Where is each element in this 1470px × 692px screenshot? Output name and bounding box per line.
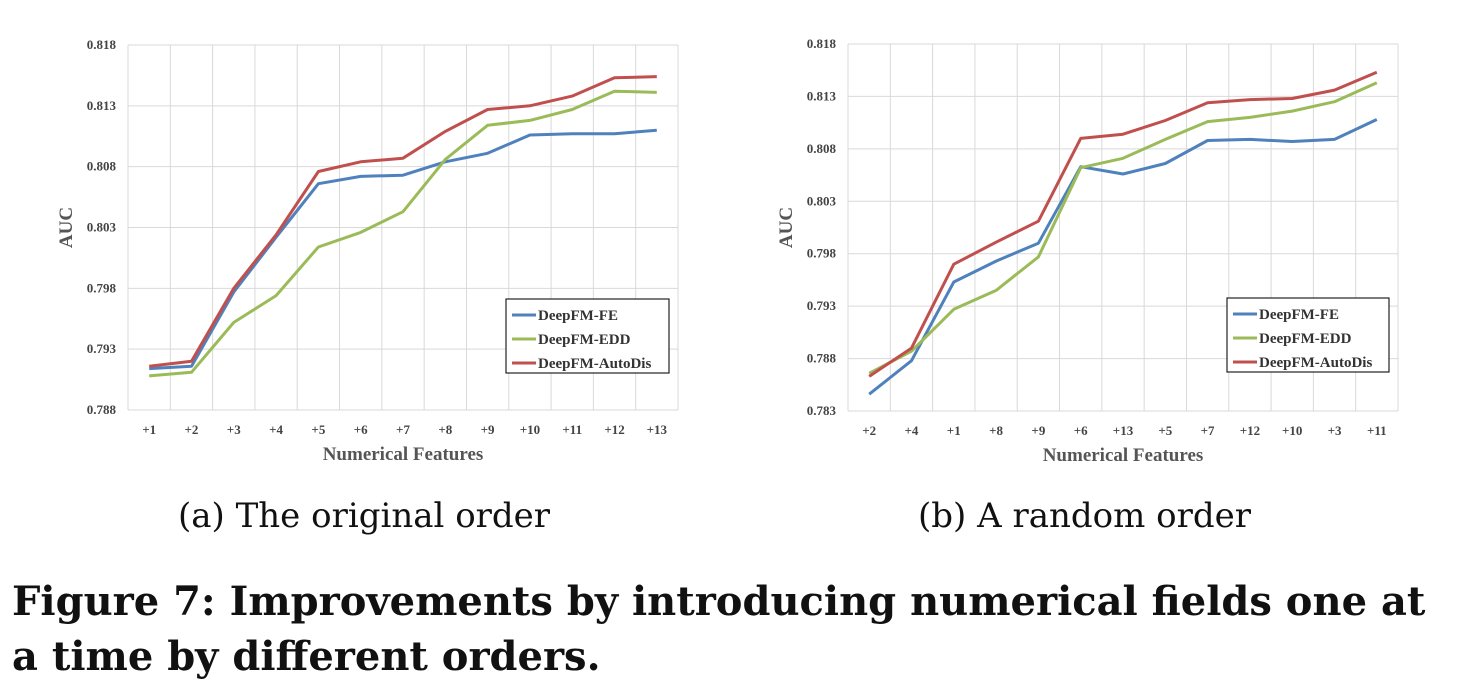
x-tick-label: +7: [1201, 423, 1215, 438]
legend-label: DeepFM-FE: [1259, 307, 1339, 323]
y-tick-label: 0.803: [87, 220, 117, 235]
x-tick-label: +1: [947, 423, 961, 438]
legend-label: DeepFM-AutoDis: [1259, 355, 1372, 371]
x-tick-label: +11: [562, 422, 582, 437]
x-tick-label: +3: [227, 422, 241, 437]
y-tick-label: 0.813: [807, 88, 837, 103]
x-tick-label: +12: [604, 422, 624, 437]
x-tick-label: +6: [1074, 423, 1088, 438]
y-axis-label: AUC: [776, 207, 797, 248]
y-tick-label: 0.808: [807, 141, 837, 156]
y-tick-label: 0.818: [87, 37, 117, 52]
x-tick-label: +4: [905, 423, 919, 438]
legend-label: DeepFM-AutoDis: [538, 356, 651, 372]
x-axis-label: Numerical Features: [323, 444, 484, 465]
x-tick-label: +7: [396, 422, 410, 437]
x-tick-label: +10: [1282, 423, 1302, 438]
y-tick-label: 0.798: [807, 246, 837, 261]
subcaption-random-order: (b) A random order: [918, 496, 1252, 536]
x-tick-label: +2: [185, 422, 199, 437]
x-tick-label: +8: [989, 423, 1003, 438]
legend-label: DeepFM-FE: [538, 308, 618, 324]
x-tick-label: +13: [647, 422, 668, 437]
y-tick-label: 0.788: [807, 351, 837, 366]
y-tick-label: 0.783: [807, 403, 837, 418]
subcaption-original-order: (a) The original order: [178, 496, 551, 536]
x-tick-label: +4: [269, 422, 283, 437]
y-tick-label: 0.808: [87, 159, 117, 174]
x-tick-label: +3: [1328, 423, 1342, 438]
y-tick-label: 0.793: [807, 298, 837, 313]
series-line-deepfm-autodis: [868, 70, 1378, 378]
series-line-deepfm-fe: [868, 118, 1378, 396]
figure-caption: Figure 7: Improvements by introducing nu…: [12, 578, 1426, 680]
x-tick-label: +12: [1240, 423, 1260, 438]
x-tick-label: +13: [1113, 423, 1134, 438]
legend-box: [1226, 297, 1390, 373]
x-tick-label: +8: [438, 422, 452, 437]
legend-label: DeepFM-EDD: [1259, 331, 1352, 347]
x-tick-label: +5: [1158, 423, 1172, 438]
x-tick-label: +1: [142, 422, 156, 437]
x-tick-label: +6: [354, 422, 368, 437]
y-tick-label: 0.813: [87, 98, 117, 113]
x-tick-label: +9: [481, 422, 495, 437]
series-line-deepfm-edd: [149, 89, 657, 378]
legend-box: [505, 298, 670, 374]
y-axis-label: AUC: [56, 207, 77, 248]
legend-label: DeepFM-EDD: [538, 332, 631, 348]
x-tick-label: +11: [1367, 423, 1387, 438]
series-line-deepfm-edd: [868, 81, 1378, 375]
series-line-deepfm-autodis: [149, 75, 657, 368]
chart-random-order: 0.783 0.788 0.793 0.798 0.803 0.808 0.813 0.818…: [760, 0, 1440, 480]
chart-original-order: 0.788 0.793 0.798 0.803 0.808 0.813 0.818 +1 +2 +…: [40, 0, 720, 480]
x-axis-label: Numerical Features: [1043, 445, 1204, 466]
y-tick-label: 0.818: [807, 36, 837, 51]
x-tick-label: +5: [311, 422, 325, 437]
y-tick-label: 0.788: [87, 402, 117, 417]
x-tick-label: +2: [862, 423, 876, 438]
x-tick-label: +9: [1031, 423, 1045, 438]
y-tick-label: 0.793: [87, 341, 117, 356]
y-tick-label: 0.803: [807, 193, 837, 208]
line-chart-original-order: 0.788 0.793 0.798 0.803 0.808 0.813 0.818 +1 +2 +…: [56, 37, 679, 465]
line-chart-random-order: 0.783 0.788 0.793 0.798 0.803 0.808 0.813 0.818…: [776, 36, 1399, 466]
x-tick-label: +10: [520, 422, 540, 437]
series-line-deepfm-fe: [149, 128, 657, 371]
y-tick-label: 0.798: [87, 280, 117, 295]
